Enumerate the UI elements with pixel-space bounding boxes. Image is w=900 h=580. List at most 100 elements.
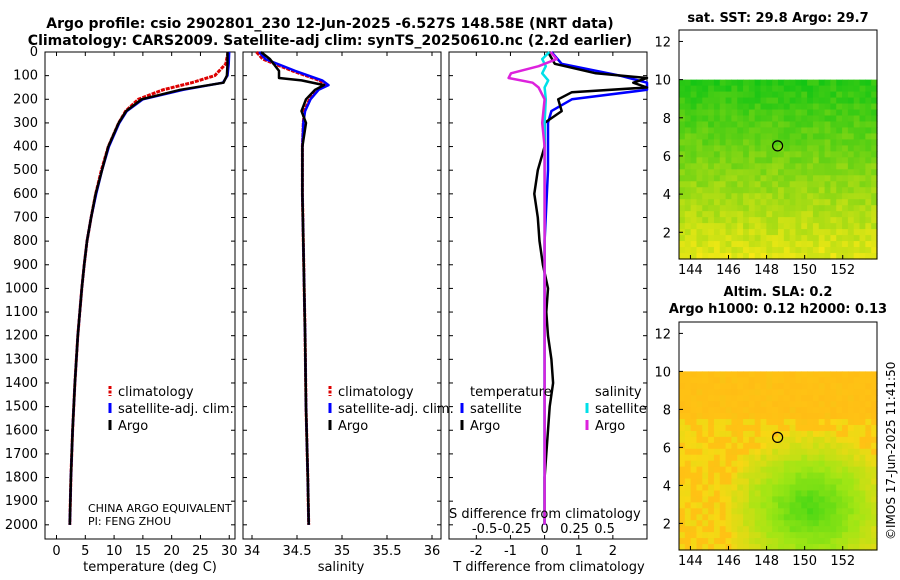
map-cell (713, 151, 721, 158)
map-cell (772, 448, 779, 456)
map-cell (719, 419, 727, 426)
map-cell (684, 442, 692, 450)
map-x-tick-label: 150 (792, 263, 817, 278)
map-cell (842, 235, 849, 242)
map-cell (708, 419, 715, 426)
map-cell (778, 163, 785, 170)
map-cell (853, 442, 861, 450)
map-cell (801, 442, 808, 450)
d-legend-t-argo: Argo (470, 419, 500, 434)
map-cell (836, 127, 843, 135)
map-cell (731, 109, 738, 117)
map-cell (684, 424, 692, 432)
map-cell (690, 211, 698, 218)
map-cell (795, 454, 802, 462)
map-cell (818, 484, 826, 492)
map-cell (743, 383, 750, 390)
map-cell (684, 181, 692, 188)
map-cell (760, 115, 767, 123)
map-cell (690, 103, 698, 111)
map-cell (853, 181, 861, 188)
map-cell (684, 508, 692, 515)
map-cell (836, 538, 843, 545)
map-cell (871, 472, 878, 480)
map-cell (696, 484, 703, 492)
map-cell (778, 79, 785, 87)
map-cell (766, 430, 773, 438)
map-cell (795, 133, 802, 141)
map-cell (708, 436, 715, 444)
map-cell (748, 211, 756, 218)
map-cell (778, 157, 785, 164)
map-cell (842, 466, 849, 474)
map-cell (871, 502, 878, 509)
map-cell (783, 413, 791, 420)
map-cell (702, 157, 709, 164)
map-cell (871, 520, 878, 527)
map-cell (725, 91, 733, 99)
map-cell (789, 490, 797, 498)
map-cell (708, 442, 715, 450)
map-cell (737, 496, 744, 503)
map-cell (818, 211, 826, 218)
map-cell (778, 460, 785, 468)
map-cell (702, 538, 709, 545)
map-cell (731, 371, 738, 378)
map-cell (725, 127, 733, 135)
map-cell (842, 377, 849, 384)
map-cell (737, 211, 744, 218)
map-cell (871, 235, 878, 242)
map-cell (830, 121, 837, 129)
map-cell (865, 145, 872, 152)
map-cell (731, 223, 738, 230)
map-cell (871, 223, 878, 230)
map-cell (801, 115, 808, 123)
map-cell (859, 217, 866, 224)
map-cell (847, 223, 855, 230)
map-cell (801, 139, 808, 146)
map-cell (812, 127, 820, 135)
map-cell (812, 211, 820, 218)
map-cell (812, 133, 820, 141)
map-cell (836, 484, 843, 492)
map-cell (801, 235, 808, 242)
map-cell (702, 217, 709, 224)
map-cell (865, 502, 872, 509)
map-cell (842, 163, 849, 170)
map-cell (789, 145, 797, 152)
map-cell (725, 407, 733, 414)
map-cell (801, 103, 808, 111)
map-cell (865, 157, 872, 164)
map-cell (690, 395, 698, 402)
map-cell (737, 454, 744, 462)
map-cell (871, 115, 878, 123)
map-cell (865, 466, 872, 474)
map-cell (801, 79, 808, 87)
map-cell (690, 157, 698, 164)
series-climatology (255, 51, 328, 525)
map-cell (842, 478, 849, 486)
map-cell (830, 175, 837, 182)
map-cell (801, 127, 808, 135)
map-cell (830, 502, 837, 509)
map-cell (778, 377, 785, 384)
map-cell (713, 235, 721, 242)
map-cell (708, 175, 715, 182)
map-cell (847, 395, 855, 402)
title-line1: Argo profile: csio 2902801_230 12-Jun-20… (46, 16, 613, 32)
map-cell (795, 419, 802, 426)
map-cell (760, 193, 767, 200)
map-cell (679, 193, 686, 200)
map-cell (725, 401, 733, 408)
map-cell (871, 181, 878, 188)
map-cell (801, 490, 808, 498)
map-cell (807, 151, 814, 158)
x2-tick-label: 0 (540, 522, 548, 537)
map-cell (748, 419, 756, 426)
map-cell (748, 139, 756, 146)
map-cell (789, 211, 797, 218)
map-cell (696, 472, 703, 480)
map-cell (696, 466, 703, 474)
map-cell (725, 115, 733, 123)
map-cell (836, 211, 843, 218)
